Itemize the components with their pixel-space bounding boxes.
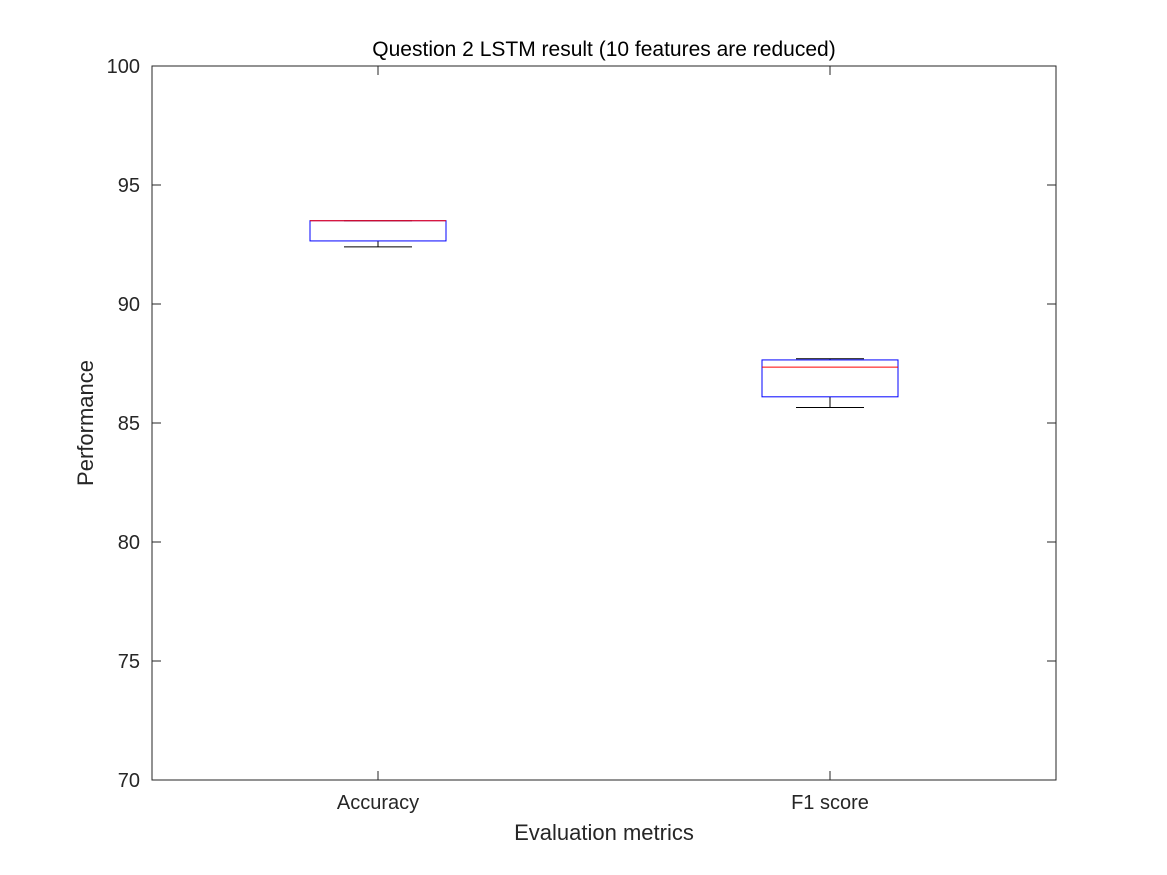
x-tick-label: F1 score: [791, 792, 869, 814]
y-tick-label: 70: [118, 770, 140, 792]
chart-title: Question 2 LSTM result (10 features are …: [372, 38, 835, 61]
x-axis-label: Evaluation metrics: [514, 820, 694, 845]
y-tick-label: 95: [118, 175, 140, 197]
y-tick-label: 90: [118, 294, 140, 316]
y-tick-label: 80: [118, 532, 140, 554]
y-tick-label: 85: [118, 413, 140, 435]
y-tick-label: 100: [107, 56, 140, 78]
y-tick-label: 75: [118, 651, 140, 673]
box-series: [309, 220, 899, 409]
x-tick-label: Accuracy: [337, 792, 419, 814]
box-iqr: [761, 359, 899, 398]
plot-area: [151, 65, 1057, 781]
x-axis-ticks: Accuracy F1 score: [337, 66, 869, 814]
y-axis-label: Performance: [73, 360, 98, 486]
y-axis-ticks: 70 75 80 85 90 95 100: [107, 56, 1056, 792]
